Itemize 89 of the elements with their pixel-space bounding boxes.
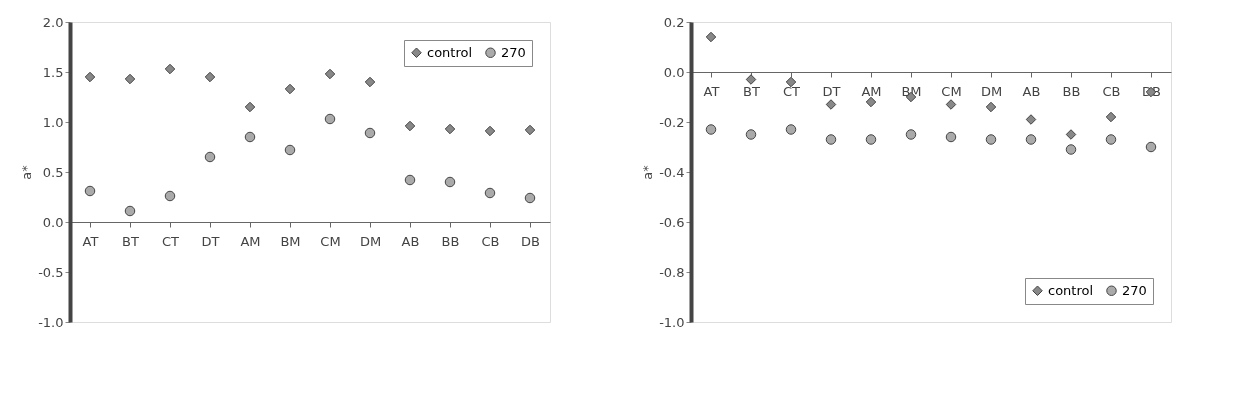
point (204, 151, 216, 163)
point (484, 187, 496, 199)
point (444, 176, 456, 188)
point (244, 101, 256, 113)
point (524, 124, 536, 136)
x-tick-label: AT (703, 83, 720, 99)
x-tick-label: AB (1022, 83, 1041, 99)
point (745, 129, 757, 140)
point (364, 127, 376, 139)
point (284, 144, 296, 156)
x-tick-label: DM (359, 233, 382, 249)
point (1105, 111, 1117, 123)
point (825, 99, 837, 110)
point (124, 205, 136, 217)
y-tick-label: -0.2 (659, 114, 685, 130)
point (945, 99, 957, 110)
point (745, 74, 757, 85)
x-tick-label: DT (201, 233, 220, 249)
point (124, 73, 136, 85)
x-tick-label: BM (901, 83, 922, 99)
point (1025, 114, 1037, 125)
point (284, 83, 296, 95)
point (945, 131, 957, 143)
x-tick-label: CT (782, 83, 801, 99)
point (444, 123, 456, 135)
y-tick-label: -0.4 (659, 164, 685, 180)
y-tick-label: -1.0 (659, 314, 685, 330)
point (484, 125, 496, 137)
x-tick-label: DB (521, 233, 540, 249)
x-tick-label: AB (401, 233, 420, 249)
point (705, 124, 717, 135)
point (1065, 129, 1077, 140)
x-tick-label: AT (82, 233, 99, 249)
x-tick-label: BT (122, 233, 139, 249)
point (324, 68, 336, 80)
point (785, 124, 797, 135)
point (865, 134, 877, 145)
legend-label: control (1048, 282, 1094, 298)
y-tick-label: 1.5 (42, 64, 64, 80)
point (1145, 141, 1157, 153)
point (84, 71, 96, 83)
x-tick-label: DT (822, 83, 841, 99)
y-tick-label: -0.8 (659, 264, 685, 280)
point (244, 131, 256, 143)
point (404, 120, 416, 132)
x-tick-label: CM (941, 83, 962, 99)
point (84, 185, 96, 197)
y-tick-label: -1.0 (38, 314, 64, 330)
legend-label: 270 (1122, 282, 1147, 298)
point (404, 174, 416, 186)
x-tick-label: CT (161, 233, 180, 249)
y-tick-label: -0.6 (659, 214, 685, 230)
point (825, 134, 837, 145)
y-tick-label: 0.0 (42, 214, 64, 230)
x-tick-label: DM (980, 83, 1003, 99)
y-tick-label: 1.0 (42, 114, 64, 130)
x-tick-label: BB (441, 233, 460, 249)
x-tick-label: CM (320, 233, 341, 249)
point (705, 31, 717, 43)
point (985, 101, 997, 113)
y-axis-title: a* (19, 164, 35, 180)
y-tick-label: 0.0 (663, 64, 685, 80)
y-tick-label: -0.5 (38, 264, 64, 280)
x-tick-label: CB (481, 233, 500, 249)
x-tick-label: BB (1062, 83, 1081, 99)
point (204, 71, 216, 83)
point (865, 96, 877, 108)
x-tick-label: AM (240, 233, 261, 249)
point (524, 192, 536, 204)
y-axis-title: a* (640, 164, 656, 180)
point (1105, 134, 1117, 145)
point (164, 190, 176, 202)
legend-label: control (427, 44, 473, 60)
point (1065, 144, 1077, 155)
point (1025, 134, 1037, 145)
point (164, 63, 176, 75)
point (785, 76, 797, 88)
point (905, 129, 917, 140)
y-tick-label: 2.0 (42, 14, 64, 30)
point (364, 76, 376, 88)
x-tick-label: AM (861, 83, 882, 99)
x-tick-label: BM (280, 233, 301, 249)
point (985, 134, 997, 145)
legend-label: 270 (501, 44, 526, 60)
y-tick-label: 0.2 (663, 14, 685, 30)
x-tick-label: BT (743, 83, 760, 99)
y-tick-label: 0.5 (42, 164, 64, 180)
x-tick-label: CB (1102, 83, 1121, 99)
point (324, 113, 336, 125)
